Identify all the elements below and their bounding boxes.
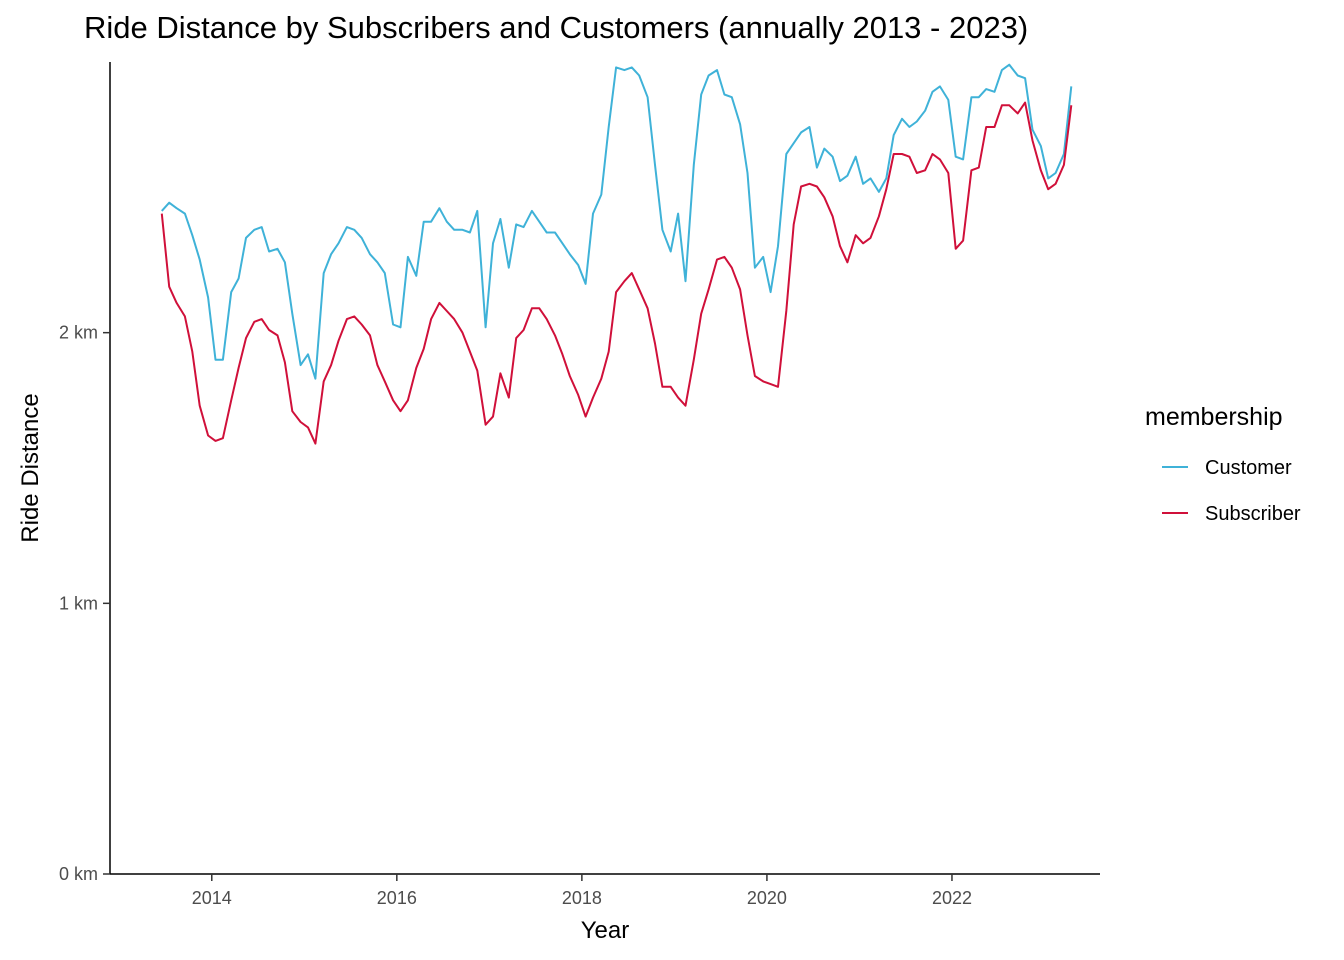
legend-title: membership [1145,403,1283,431]
chart-title: Ride Distance by Subscribers and Custome… [84,10,1029,45]
series-line-subscriber [160,101,1073,445]
axes [109,62,1100,875]
x-tick-label: 2016 [377,888,417,908]
legend-items: Customer Subscriber [1162,457,1301,525]
x-tick-label: 2020 [747,888,787,908]
series-line-customer [161,63,1073,380]
y-tick-label: 2 km [59,323,98,343]
x-tick-label: 2022 [932,888,972,908]
y-ticks: 0 km 1 km 2 km [59,323,110,884]
y-axis-title: Ride Distance [17,393,44,542]
y-tick-label: 1 km [59,593,98,613]
x-tick-label: 2014 [192,888,232,908]
series-layer [160,63,1073,445]
x-tick-label: 2018 [562,888,602,908]
y-tick-label: 0 km [59,864,98,884]
x-axis-title: Year [581,917,630,944]
legend-label-subscriber: Subscriber [1205,503,1301,525]
legend: membership Customer Subscriber [1145,403,1301,525]
legend-label-customer: Customer [1205,457,1292,479]
x-ticks: 2014 2016 2018 2020 2022 [192,874,972,908]
